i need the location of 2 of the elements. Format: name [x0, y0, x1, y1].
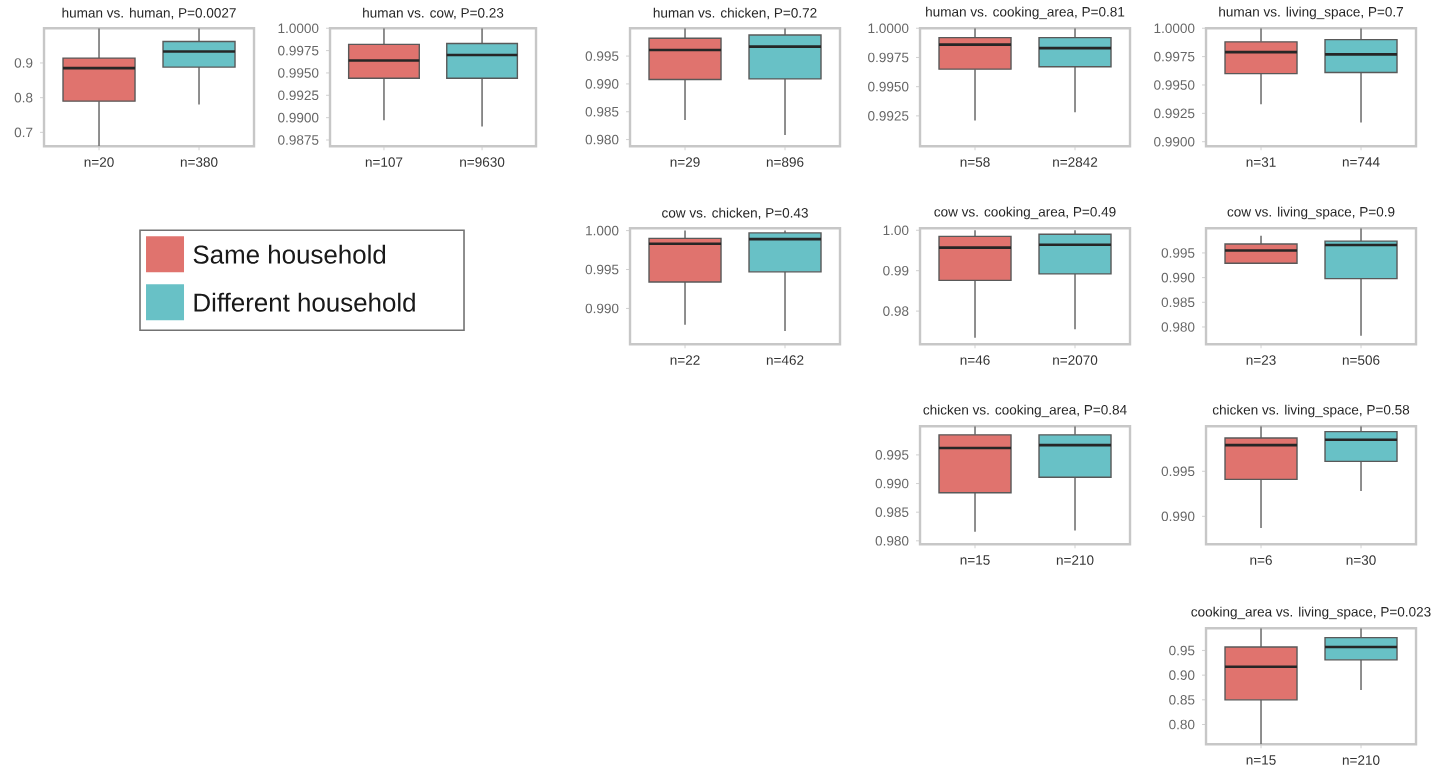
legend-label: Different household [194, 292, 415, 312]
legend-label: Same household [193, 244, 386, 264]
